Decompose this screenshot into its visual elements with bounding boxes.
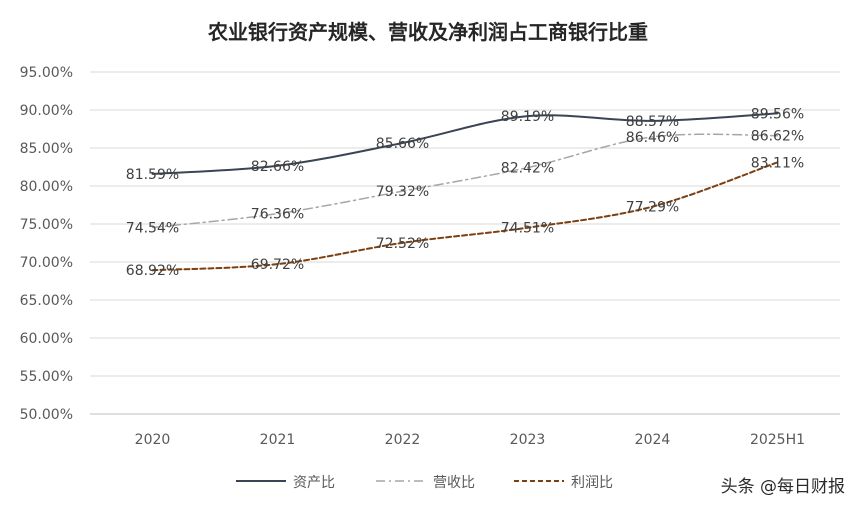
data-label: 89.19% (501, 109, 554, 125)
data-label: 88.57% (626, 114, 679, 130)
data-label: 85.66% (376, 136, 429, 152)
data-label: 68.92% (126, 263, 179, 279)
x-tick-label: 2022 (385, 432, 421, 448)
y-axis: 50.00% 55.00% 60.00% 65.00% 70.00% 75.00% 80.0… (20, 65, 73, 423)
legend-label: 利润比 (571, 475, 613, 491)
y-tick-label: 60.00% (20, 331, 73, 347)
data-label: 82.42% (501, 161, 554, 177)
y-tick-label: 85.00% (20, 141, 73, 157)
y-tick-label: 55.00% (20, 369, 73, 385)
data-label: 86.46% (626, 130, 679, 146)
data-label: 69.72% (251, 257, 304, 273)
data-label: 74.54% (126, 220, 179, 236)
x-tick-label: 2025H1 (750, 432, 805, 448)
x-tick-label: 2020 (135, 432, 171, 448)
data-label: 74.51% (501, 221, 554, 237)
data-label: 72.52% (376, 236, 429, 252)
x-axis: 2020 2021 2022 2023 2024 2025H1 (90, 413, 840, 448)
x-tick-label: 2024 (635, 432, 671, 448)
data-label: 77.29% (626, 200, 679, 216)
data-label: 83.11% (751, 155, 804, 171)
y-tick-label: 50.00% (20, 407, 73, 423)
series-lines (151, 112, 779, 272)
data-label: 79.32% (376, 184, 429, 200)
legend: 资产比 营收比 利润比 (236, 475, 613, 491)
data-label: 81.59% (126, 167, 179, 183)
watermark-text: 头条 @每日财报 (721, 477, 845, 497)
series-line-3 (151, 161, 779, 272)
series-line-2 (151, 133, 779, 229)
y-tick-label: 90.00% (20, 103, 73, 119)
y-gridlines (90, 71, 840, 377)
x-tick-label: 2021 (260, 432, 296, 448)
watermark: 头条 @每日财报 (721, 477, 845, 497)
x-tick-label: 2023 (510, 432, 546, 448)
data-label: 89.56% (751, 106, 804, 122)
legend-label: 资产比 (293, 475, 335, 491)
legend-label: 营收比 (433, 475, 475, 491)
series-line-1 (151, 112, 779, 175)
y-tick-label: 95.00% (20, 65, 73, 81)
chart-title: 农业银行资产规模、营收及净利润占工商银行比重 (207, 20, 648, 44)
y-tick-label: 75.00% (20, 217, 73, 233)
data-label: 82.66% (251, 159, 304, 175)
data-label: 86.62% (751, 129, 804, 145)
y-tick-label: 65.00% (20, 293, 73, 309)
data-label: 76.36% (251, 207, 304, 223)
y-tick-label: 80.00% (20, 179, 73, 195)
y-tick-label: 70.00% (20, 255, 73, 271)
data-labels: 81.59% 82.66% 85.66% 89.19% 88.57% 89.56% 74.5… (126, 106, 804, 279)
